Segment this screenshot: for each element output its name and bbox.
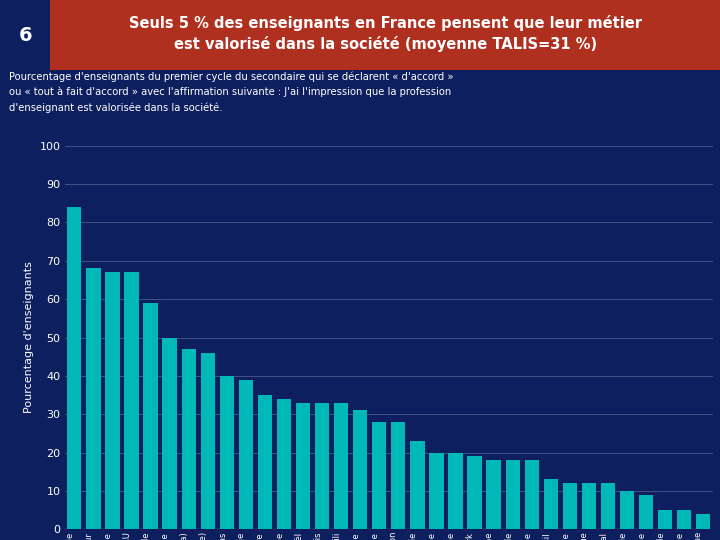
Bar	[391, 422, 405, 529]
Bar	[487, 460, 501, 529]
Bar	[505, 460, 520, 529]
Bar	[620, 491, 634, 529]
Text: 6: 6	[19, 25, 32, 45]
Bar	[658, 510, 672, 529]
Bar	[582, 483, 596, 529]
Bar	[201, 353, 215, 529]
Bar	[372, 422, 387, 529]
Bar	[125, 272, 139, 529]
Bar	[315, 403, 329, 529]
Bar	[105, 272, 120, 529]
Bar	[276, 399, 291, 529]
Bar	[163, 338, 177, 529]
Bar	[639, 495, 653, 529]
Bar	[296, 403, 310, 529]
Bar	[181, 349, 196, 529]
Bar	[429, 453, 444, 529]
Bar	[353, 410, 367, 529]
Bar	[467, 456, 482, 529]
Bar	[220, 376, 234, 529]
Bar	[600, 483, 615, 529]
Bar	[696, 514, 711, 529]
Bar	[563, 483, 577, 529]
Y-axis label: Pourcentage d'enseignants: Pourcentage d'enseignants	[24, 261, 34, 414]
Text: Seuls 5 % des enseignants en France pensent que leur métier
est valorisé dans la: Seuls 5 % des enseignants en France pens…	[129, 16, 642, 52]
Bar	[67, 207, 81, 529]
Bar	[525, 460, 539, 529]
Bar	[677, 510, 691, 529]
Bar	[410, 441, 425, 529]
Bar	[86, 268, 101, 529]
Bar	[449, 453, 463, 529]
Bar	[334, 403, 348, 529]
Bar	[258, 395, 272, 529]
Bar	[544, 480, 558, 529]
Bar	[143, 303, 158, 529]
Bar	[239, 380, 253, 529]
Text: Pourcentage d'enseignants du premier cycle du secondaire qui se déclarent « d'ac: Pourcentage d'enseignants du premier cyc…	[9, 72, 454, 112]
